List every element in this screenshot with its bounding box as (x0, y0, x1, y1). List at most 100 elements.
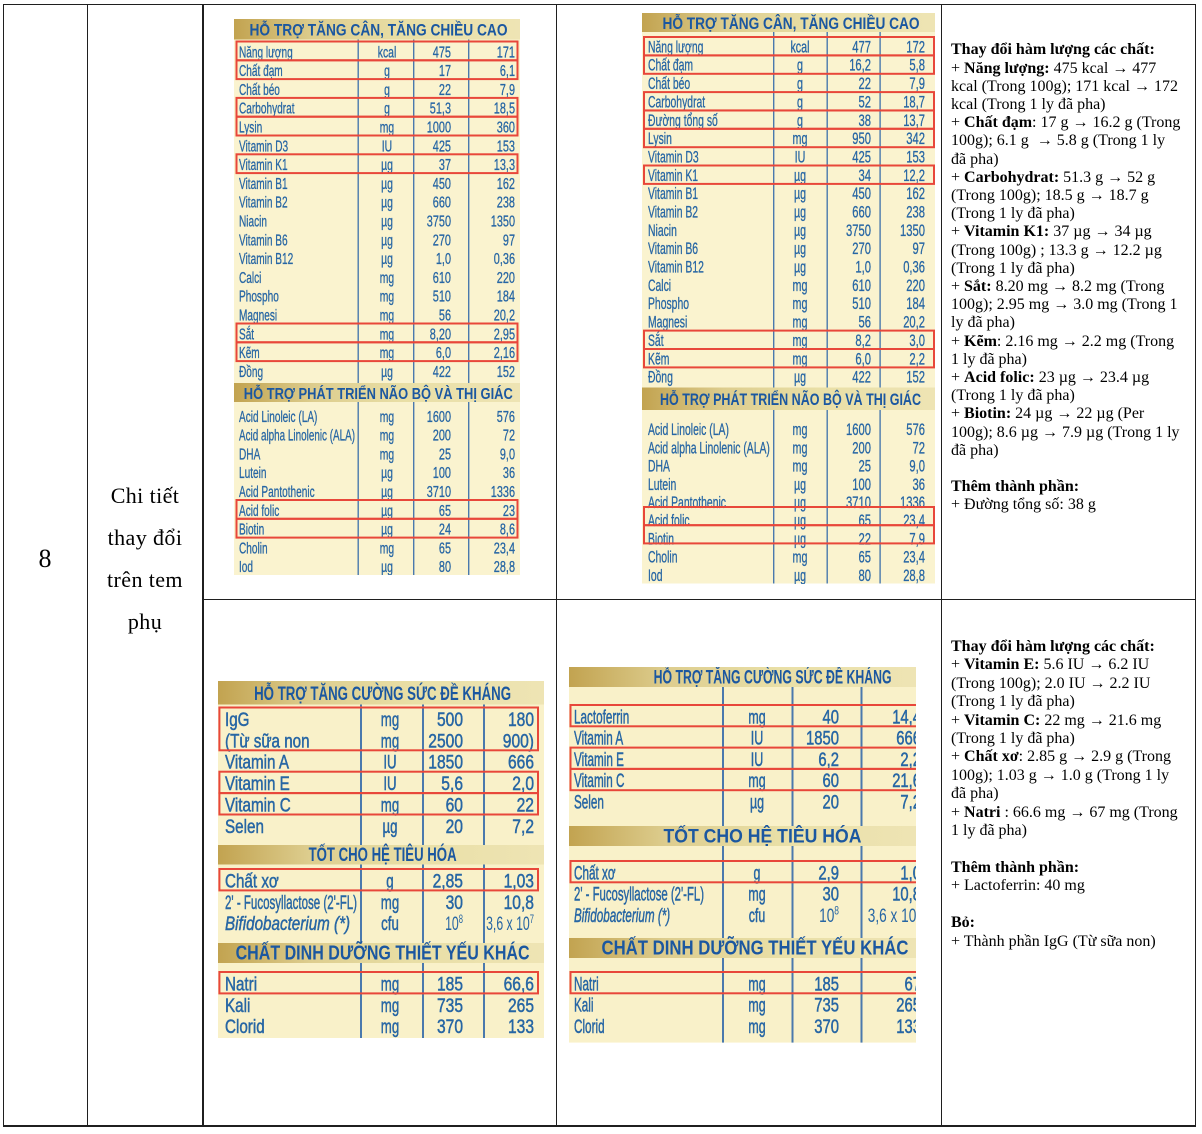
svg-text:66,6: 66,6 (504, 973, 534, 995)
svg-text:422: 422 (852, 369, 871, 387)
svg-text:mg: mg (793, 350, 808, 368)
svg-text:mg: mg (379, 326, 393, 343)
svg-text:mg: mg (793, 458, 808, 476)
svg-text:425: 425 (432, 138, 450, 155)
svg-text:g: g (797, 112, 803, 130)
svg-text:Iod: Iod (648, 567, 663, 584)
svg-text:425: 425 (852, 149, 871, 167)
svg-text:µg: µg (383, 816, 398, 838)
svg-text:8,20: 8,20 (429, 326, 450, 343)
svg-text:Clorid: Clorid (225, 1016, 265, 1038)
svg-text:Vitamin A: Vitamin A (574, 728, 623, 750)
svg-text:422: 422 (432, 364, 450, 381)
svg-text:2' - Fucosyllactose (2'-FL): 2' - Fucosyllactose (2'-FL) (574, 884, 704, 906)
svg-text:g: g (384, 82, 390, 99)
svg-text:g: g (797, 57, 803, 75)
svg-text:9,0: 9,0 (499, 446, 514, 463)
svg-text:HỖ TRỢ TĂNG CÂN, TĂNG CHIỀU CA: HỖ TRỢ TĂNG CÂN, TĂNG CHIỀU CAO (663, 14, 920, 33)
svg-text:18,7: 18,7 (903, 93, 925, 111)
svg-text:Năng lượng: Năng lượng (239, 44, 293, 61)
svg-text:Vitamin C: Vitamin C (225, 795, 291, 817)
svg-text:30: 30 (822, 884, 839, 906)
svg-text:500: 500 (437, 709, 463, 731)
svg-text:mg: mg (381, 973, 399, 995)
svg-text:2,16: 2,16 (493, 345, 514, 362)
svg-text:Phospho: Phospho (648, 295, 689, 313)
svg-text:100: 100 (852, 476, 871, 494)
svg-text:HỖ TRỢ TĂNG CƯỜNG SỨC ĐỀ KHÁNG: HỖ TRỢ TĂNG CƯỜNG SỨC ĐỀ KHÁNG (653, 667, 891, 688)
svg-text:28,8: 28,8 (903, 567, 925, 584)
svg-text:1,03: 1,03 (504, 870, 534, 892)
svg-text:µg: µg (794, 567, 806, 584)
svg-text:Acid alpha Linolenic (ALA): Acid alpha Linolenic (ALA) (239, 428, 355, 445)
svg-text:µg: µg (381, 522, 393, 539)
svg-text:17: 17 (438, 63, 450, 80)
svg-text:40: 40 (822, 706, 839, 728)
svg-text:666: 666 (896, 728, 916, 750)
svg-text:DHA: DHA (239, 446, 261, 463)
svg-text:610: 610 (432, 270, 450, 287)
svg-text:3,6 x 107: 3,6 x 107 (867, 903, 916, 926)
svg-text:Vitamin C: Vitamin C (574, 770, 624, 792)
svg-text:0,36: 0,36 (903, 259, 925, 277)
svg-text:mg: mg (381, 730, 399, 752)
svg-text:200: 200 (432, 428, 450, 445)
svg-text:mg: mg (748, 995, 765, 1017)
svg-text:IU: IU (383, 752, 396, 774)
svg-text:IU: IU (750, 749, 762, 771)
svg-text:2500: 2500 (428, 730, 463, 752)
svg-text:Iod: Iod (239, 559, 253, 575)
svg-text:6,1: 6,1 (499, 63, 514, 80)
svg-text:mg: mg (793, 421, 808, 439)
svg-text:Vitamin B2: Vitamin B2 (239, 195, 288, 212)
svg-text:CHẤT DINH DƯỠNG THIẾT YẾU KHÁC: CHẤT DINH DƯỠNG THIẾT YẾU KHÁC (601, 935, 908, 959)
svg-text:60: 60 (446, 795, 464, 817)
svg-text:HỖ TRỢ PHÁT TRIỂN NÃO BỘ VÀ TH: HỖ TRỢ PHÁT TRIỂN NÃO BỘ VÀ THỊ GIÁC (243, 385, 512, 403)
svg-text:Chất đạm: Chất đạm (239, 63, 283, 80)
svg-text:735: 735 (814, 995, 839, 1017)
svg-text:1600: 1600 (846, 421, 871, 439)
svg-text:2,2: 2,2 (909, 350, 925, 368)
svg-text:265: 265 (508, 995, 534, 1017)
svg-text:23,4: 23,4 (903, 549, 925, 567)
svg-text:Acid Pantothenic: Acid Pantothenic (648, 494, 726, 512)
svg-text:IU: IU (383, 773, 396, 795)
svg-text:152: 152 (906, 369, 925, 387)
svg-text:Niacin: Niacin (648, 222, 677, 240)
svg-text:Bifidobacterium (*): Bifidobacterium (*) (225, 913, 350, 935)
svg-text:CHẤT DINH DƯỠNG THIẾT YẾU KHÁC: CHẤT DINH DƯỠNG THIẾT YẾU KHÁC (236, 941, 530, 965)
svg-text:9,0: 9,0 (909, 458, 925, 476)
svg-text:mg: mg (381, 1016, 399, 1038)
svg-text:mg: mg (748, 1016, 765, 1038)
svg-text:72: 72 (502, 428, 514, 445)
svg-text:238: 238 (496, 195, 514, 212)
svg-text:Selen: Selen (225, 816, 264, 838)
svg-text:36: 36 (502, 465, 514, 482)
svg-text:mg: mg (379, 289, 393, 306)
svg-text:Phospho: Phospho (239, 289, 279, 306)
svg-text:270: 270 (432, 232, 450, 249)
svg-text:g: g (797, 93, 803, 111)
svg-text:mg: mg (379, 428, 393, 445)
svg-text:mg: mg (748, 706, 765, 728)
svg-text:IU: IU (381, 138, 391, 155)
svg-text:mg: mg (379, 120, 393, 137)
svg-text:Magnesi: Magnesi (648, 314, 687, 332)
svg-text:3710: 3710 (426, 484, 450, 501)
svg-text:97: 97 (502, 232, 514, 249)
svg-text:2,2: 2,2 (900, 749, 916, 771)
svg-text:56: 56 (859, 314, 872, 332)
svg-text:mg: mg (381, 709, 399, 731)
svg-text:Vitamin B12: Vitamin B12 (239, 251, 293, 268)
svg-text:mg: mg (381, 995, 399, 1017)
svg-text:510: 510 (432, 289, 450, 306)
svg-text:Magnesi: Magnesi (239, 308, 277, 325)
svg-text:g: g (797, 75, 803, 93)
svg-text:mg: mg (379, 270, 393, 287)
svg-text:38: 38 (859, 112, 872, 130)
svg-text:2,95: 2,95 (493, 326, 514, 343)
svg-text:65: 65 (859, 549, 872, 567)
svg-text:Chất đạm: Chất đạm (648, 57, 693, 75)
svg-text:370: 370 (814, 1016, 839, 1038)
svg-text:Vitamin B6: Vitamin B6 (239, 232, 288, 249)
